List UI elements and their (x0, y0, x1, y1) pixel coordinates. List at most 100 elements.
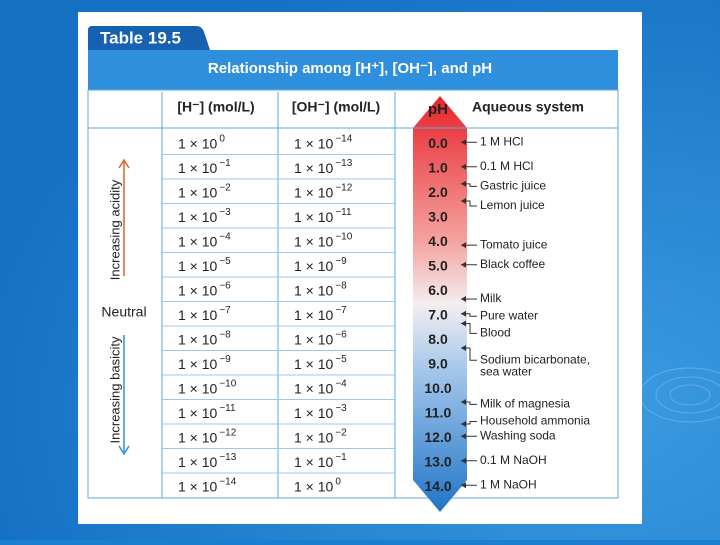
ph-value: 3.0 (428, 208, 448, 224)
oh-cell: 1 × 10 −7 (294, 304, 347, 322)
ph-value: 5.0 (428, 257, 448, 273)
exponent: −7 (335, 304, 347, 315)
exponent: −9 (335, 255, 347, 266)
system-label: Tomato juice (480, 237, 548, 251)
oh-cell: 1 × 10 −13 (294, 157, 353, 175)
base: 1 × 10 (178, 233, 218, 249)
ph-value: 14.0 (424, 478, 451, 494)
base: 1 × 10 (178, 355, 218, 371)
base: 1 × 10 (178, 478, 218, 494)
oh-cell: 1 × 10 −10 (294, 231, 353, 249)
h-cell: 1 × 10 −1 (178, 157, 231, 175)
h-cell: 1 × 10 −10 (178, 378, 237, 396)
system-label: Pure water (480, 308, 538, 322)
h-cell: 1 × 10 −11 (178, 402, 236, 420)
exponent: −13 (219, 451, 236, 462)
exponent: −12 (219, 427, 236, 438)
system-label: Lemon juice (480, 198, 545, 212)
exponent: −2 (219, 182, 231, 193)
exponent: −9 (219, 353, 231, 364)
header-oh: [OH⁻] (mol/L) (292, 99, 380, 115)
acidity-arrowhead (118, 158, 130, 169)
base: 1 × 10 (294, 184, 334, 200)
h-cell: 1 × 10 −6 (178, 280, 231, 298)
oh-cell: 1 × 10 −9 (294, 255, 347, 273)
exponent: −5 (219, 255, 231, 266)
pointer-head (461, 261, 466, 268)
base: 1 × 10 (294, 380, 334, 396)
h-cell: 1 × 10 −3 (178, 206, 231, 224)
system-label: Household ammonia (480, 414, 590, 428)
base: 1 × 10 (178, 331, 218, 347)
pointer-head (461, 180, 466, 187)
h-cell: 1 × 10 −12 (178, 427, 237, 445)
h-cell: 1 × 10 −9 (178, 353, 231, 371)
h-cell: 1 × 10 0 (178, 133, 225, 151)
pointer-head (461, 310, 466, 317)
system-label: Black coffee (480, 257, 545, 271)
pointer-head (461, 433, 466, 440)
exponent: −6 (219, 280, 231, 291)
exponent: −6 (335, 329, 347, 340)
system-label: 1 M HCl (480, 134, 523, 148)
base: 1 × 10 (294, 306, 334, 322)
pointer-head (461, 398, 466, 405)
ph-value: 7.0 (428, 306, 448, 322)
header-ph: pH (428, 101, 448, 118)
slide-panel (78, 12, 642, 524)
ph-value: 6.0 (428, 282, 448, 298)
exponent: −10 (219, 378, 236, 389)
oh-cell: 1 × 10 −4 (294, 378, 347, 396)
exponent: −5 (335, 353, 347, 364)
header-h: [H⁻] (mol/L) (177, 99, 254, 115)
exponent: −14 (335, 133, 352, 144)
table-label: Table 19.5 (100, 28, 181, 47)
base: 1 × 10 (178, 380, 218, 396)
h-cell: 1 × 10 −14 (178, 476, 237, 494)
exponent: 0 (219, 133, 225, 144)
base: 1 × 10 (178, 159, 218, 175)
system-label: 0.1 M HCl (480, 159, 533, 173)
pointer-head (461, 421, 466, 427)
ph-value: 8.0 (428, 331, 448, 347)
exponent: −14 (219, 476, 236, 487)
base: 1 × 10 (294, 331, 334, 347)
h-cell: 1 × 10 −8 (178, 329, 231, 347)
oh-cell: 1 × 10 −1 (294, 451, 347, 469)
caption: Relationship among [H⁺], [OH⁻], and pH (208, 60, 492, 77)
oh-cell: 1 × 10 −14 (294, 133, 353, 151)
system-label: Milk (480, 291, 502, 305)
system-label: Blood (480, 326, 511, 340)
base: 1 × 10 (294, 257, 334, 273)
system-label: Milk of magnesia (480, 397, 570, 411)
system-label: Sodium bicarbonate, (480, 352, 590, 366)
oh-cell: 1 × 10 −11 (294, 206, 352, 224)
ph-value: 0.0 (428, 135, 448, 151)
ph-value: 11.0 (425, 404, 452, 420)
h-cell: 1 × 10 −4 (178, 231, 231, 249)
ph-value: 4.0 (428, 233, 448, 249)
base: 1 × 10 (294, 233, 334, 249)
table-frame (87, 89, 619, 499)
oh-cell: 1 × 10 −12 (294, 182, 353, 200)
h-cell: 1 × 10 −2 (178, 182, 231, 200)
ph-bar (413, 96, 467, 512)
base: 1 × 10 (178, 306, 218, 322)
base: 1 × 10 (294, 208, 334, 224)
ph-value: 13.0 (424, 453, 451, 469)
exponent: −3 (335, 402, 347, 413)
exponent: −13 (335, 157, 352, 168)
pointer-head (461, 345, 466, 352)
oh-cell: 1 × 10 −8 (294, 280, 347, 298)
ph-value: 2.0 (428, 184, 448, 200)
oh-cell: 1 × 10 −2 (294, 427, 347, 445)
ph-value: 9.0 (428, 355, 448, 371)
exponent: −4 (219, 231, 231, 242)
system-label: Washing soda (480, 428, 556, 442)
exponent: 0 (335, 476, 341, 487)
base: 1 × 10 (294, 453, 334, 469)
exponent: −10 (335, 231, 352, 242)
base: 1 × 10 (178, 184, 218, 200)
exponent: −12 (335, 182, 352, 193)
